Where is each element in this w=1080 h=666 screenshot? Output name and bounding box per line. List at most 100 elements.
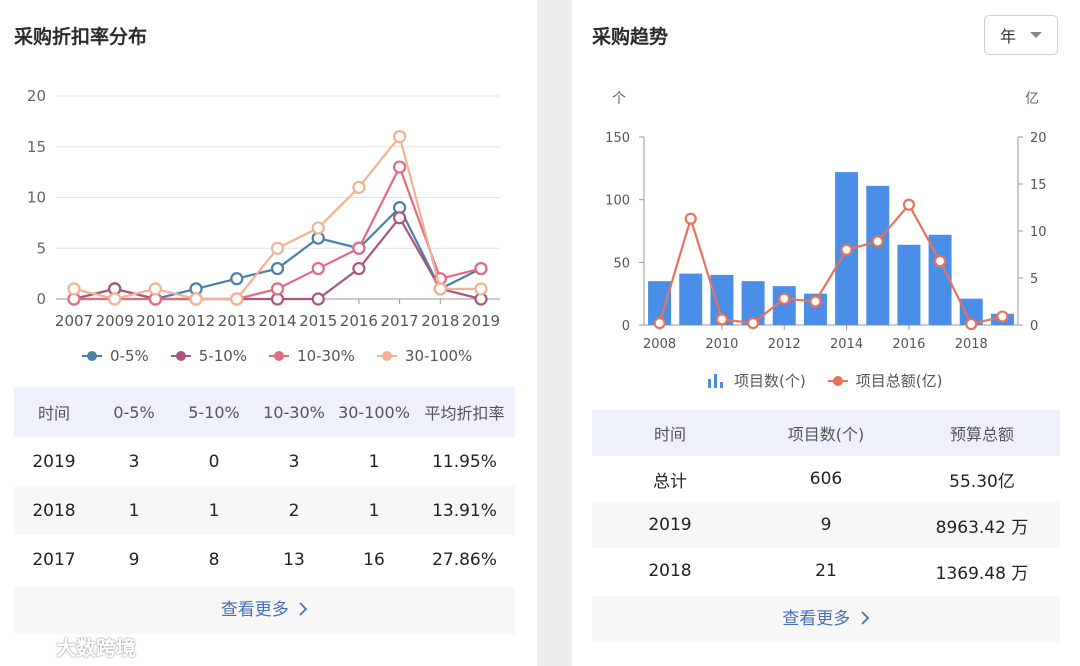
data-point xyxy=(871,235,884,248)
bar-chart-icon xyxy=(708,373,724,388)
brand-logo-icon xyxy=(10,637,50,656)
count-link[interactable]: 1 xyxy=(368,451,380,472)
data-point xyxy=(352,261,366,276)
y-tick-label-right: 20 xyxy=(1030,131,1047,146)
legend-swatch-icon xyxy=(82,351,102,361)
table-row: 2017 9 8 13 16 27.86% xyxy=(14,535,515,584)
data-point xyxy=(352,241,366,255)
data-point xyxy=(189,292,203,306)
table-header-row: 时间 0-5% 5-10% 10-30% 30-100% 平均折扣率 xyxy=(14,387,515,437)
year-cell: 2018 xyxy=(648,561,692,581)
count-link[interactable]: 2 xyxy=(288,500,300,521)
legend-item[interactable]: 30-100% xyxy=(376,347,472,365)
count-link[interactable]: 3 xyxy=(128,451,140,472)
legend-item[interactable]: 5-10% xyxy=(170,347,248,365)
bar xyxy=(772,286,796,325)
legend-swatch-icon xyxy=(269,351,290,361)
x-tick-label: 2017 xyxy=(381,312,419,330)
y-tick-label-left: 100 xyxy=(605,194,630,209)
count-link[interactable]: 21 xyxy=(815,561,837,581)
count-link[interactable]: 8 xyxy=(208,549,220,570)
year-cell: 2017 xyxy=(32,549,76,570)
period-select[interactable]: 年 xyxy=(984,15,1058,55)
bar xyxy=(648,281,672,325)
data-point xyxy=(902,198,916,211)
header-cell: 10-30% xyxy=(263,402,325,422)
data-point xyxy=(965,317,978,331)
data-point xyxy=(778,292,791,305)
data-point xyxy=(393,160,407,174)
count-link[interactable]: 1 xyxy=(128,500,140,521)
count-link[interactable]: 0 xyxy=(208,451,220,472)
right-axis-unit: 亿 xyxy=(1025,91,1039,107)
count-link[interactable]: 13 xyxy=(283,549,305,570)
data-point xyxy=(809,295,822,308)
y-tick-label-right: 15 xyxy=(1030,178,1047,193)
x-tick-label: 2018 xyxy=(421,312,459,330)
legend-label: 5-10% xyxy=(198,347,248,365)
count-link[interactable]: 3 xyxy=(288,451,300,472)
bar xyxy=(866,185,890,325)
year-cell: 2018 xyxy=(32,500,76,521)
x-tick-label: 2013 xyxy=(218,312,256,330)
data-point xyxy=(270,282,285,296)
table-row: 2019 9 8963.42 万 xyxy=(592,502,1060,548)
legend-item-bar[interactable]: 项目数(个) xyxy=(708,370,806,391)
budget-cell: 55.30亿 xyxy=(949,471,1015,492)
y-tick-label: 15 xyxy=(27,138,46,156)
data-point xyxy=(996,310,1009,323)
data-point xyxy=(393,211,407,225)
y-tick-label: 0 xyxy=(36,290,46,308)
bar xyxy=(679,273,703,325)
data-point xyxy=(840,243,853,256)
data-point xyxy=(148,282,162,296)
legend-label: 10-30% xyxy=(297,347,355,365)
watermark-text: 大数跨境 xyxy=(56,636,136,660)
x-tick-label: 2012 xyxy=(768,337,801,352)
count-link[interactable]: 1 xyxy=(368,500,380,521)
header-cell: 预算总额 xyxy=(949,425,1014,444)
data-point xyxy=(474,261,488,276)
count-link[interactable]: 606 xyxy=(809,469,843,489)
year-cell: 2019 xyxy=(648,515,692,535)
legend-item[interactable]: 0-5% xyxy=(82,347,149,365)
discount-title: 采购折扣率分布 xyxy=(14,26,148,48)
data-point xyxy=(393,130,407,144)
budget-cell: 8963.42 万 xyxy=(935,517,1029,538)
x-tick-label: 2012 xyxy=(177,312,215,330)
avg-discount-cell: 27.86% xyxy=(432,549,497,570)
data-point xyxy=(270,261,285,276)
data-point xyxy=(746,317,760,330)
trend-panel: 采购趋势 年 个 亿 0 50 100 150 0 5 10 15 20 2008 2010 2012 20… xyxy=(572,0,1080,666)
caret-down-icon xyxy=(1030,32,1042,38)
discount-table: 时间 0-5% 5-10% 10-30% 30-100% 平均折扣率 2019 … xyxy=(14,387,515,584)
table-row: 2018 21 1369.48 万 xyxy=(592,548,1060,594)
y-tick-label-left: 50 xyxy=(613,256,630,271)
count-link[interactable]: 9 xyxy=(820,515,832,535)
bar xyxy=(959,298,983,325)
x-tick-label: 2009 xyxy=(96,312,134,330)
view-more-button[interactable]: 查看更多 xyxy=(14,587,515,634)
count-link[interactable]: 9 xyxy=(128,549,140,570)
view-more-label: 查看更多 xyxy=(782,609,851,629)
count-link[interactable]: 16 xyxy=(363,549,385,570)
view-more-button[interactable]: 查看更多 xyxy=(592,596,1060,642)
data-point xyxy=(684,212,697,225)
data-point xyxy=(715,313,729,326)
header-cell: 30-100% xyxy=(338,402,410,422)
legend-swatch-icon xyxy=(170,351,191,361)
table-row: 总计 606 55.30亿 xyxy=(592,456,1060,502)
y-tick-label: 10 xyxy=(27,189,46,207)
legend-item-line[interactable]: 项目总额(亿) xyxy=(827,370,942,391)
table-row: 2019 3 0 3 1 11.95% xyxy=(14,437,515,486)
y-tick-label-right: 5 xyxy=(1030,272,1038,287)
data-point xyxy=(270,241,285,255)
x-tick-label: 2014 xyxy=(258,312,296,330)
legend-item[interactable]: 10-30% xyxy=(269,347,355,365)
series-line xyxy=(74,164,482,301)
data-point xyxy=(67,282,81,296)
data-point xyxy=(230,272,244,286)
data-point xyxy=(230,292,244,306)
count-link[interactable]: 1 xyxy=(208,500,220,521)
table-row: 2018 1 1 2 1 13.91% xyxy=(14,486,515,535)
